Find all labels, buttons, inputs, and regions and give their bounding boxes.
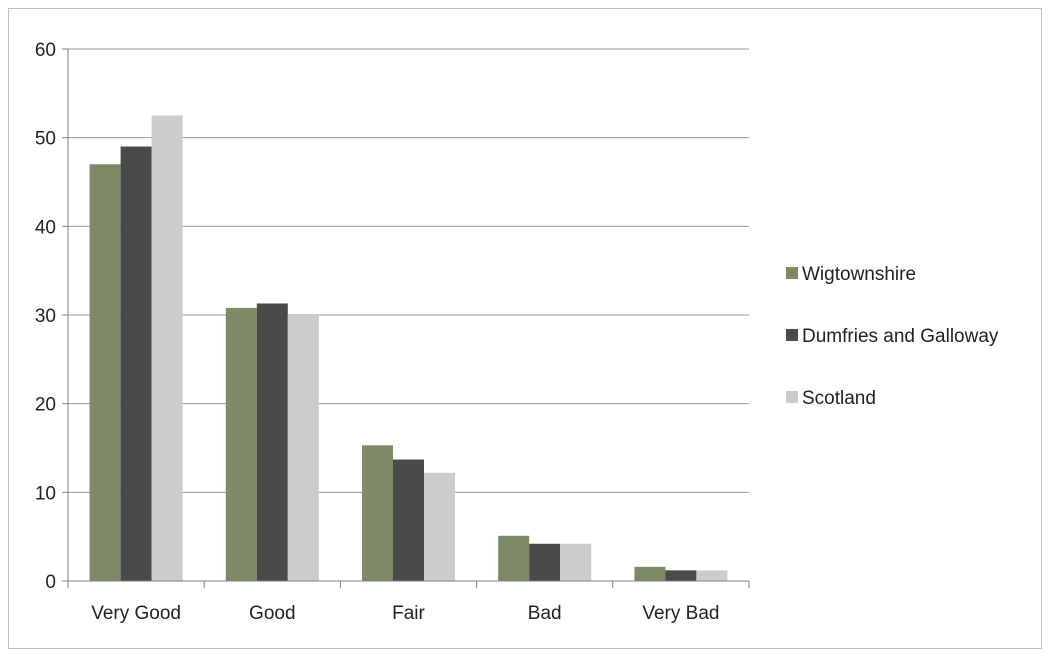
y-tick-label: 10 (35, 483, 56, 504)
x-category-label: Bad (528, 603, 562, 624)
x-category-labels: Very Good Good Fair Bad Very Bad (91, 603, 719, 624)
bars (89, 115, 728, 582)
bar (89, 164, 121, 581)
bar (560, 543, 592, 581)
bar (362, 445, 393, 581)
y-tick-labels: 0 10 20 30 40 50 60 (35, 40, 56, 593)
axes (62, 48, 750, 588)
bar (225, 307, 257, 581)
x-category-label: Fair (392, 603, 425, 624)
bar (151, 115, 183, 581)
bar (287, 315, 319, 581)
bar (634, 566, 666, 581)
chart-frame: 0 10 20 30 40 50 60 Very Good Good Fair Bad Very B… (8, 8, 1042, 649)
bar (696, 570, 728, 581)
legend-swatch (786, 329, 798, 341)
y-tick-label: 50 (35, 129, 56, 150)
y-tick-label: 20 (35, 395, 56, 416)
bar (529, 543, 561, 581)
legend-swatch (786, 267, 798, 279)
legend-label: Wigtownshire (802, 264, 916, 285)
legend-label: Scotland (802, 388, 876, 409)
y-tick-label: 60 (35, 40, 56, 61)
legend-label: Dumfries and Galloway (802, 326, 999, 347)
bar (424, 472, 455, 581)
bar (665, 570, 697, 581)
bar (393, 459, 424, 581)
bar (120, 146, 152, 582)
bar (498, 535, 530, 581)
legend: Wigtownshire Dumfries and Galloway Scotlan… (786, 264, 999, 409)
bar-chart: 0 10 20 30 40 50 60 Very Good Good Fair Bad Very B… (35, 40, 999, 624)
bar (256, 303, 288, 581)
legend-swatch (786, 391, 798, 403)
y-tick-label: 0 (45, 572, 56, 593)
x-category-label: Good (249, 603, 295, 624)
y-tick-label: 30 (35, 306, 56, 327)
x-category-label: Very Good (91, 603, 181, 624)
x-category-label: Very Bad (642, 603, 719, 624)
y-tick-label: 40 (35, 217, 56, 238)
